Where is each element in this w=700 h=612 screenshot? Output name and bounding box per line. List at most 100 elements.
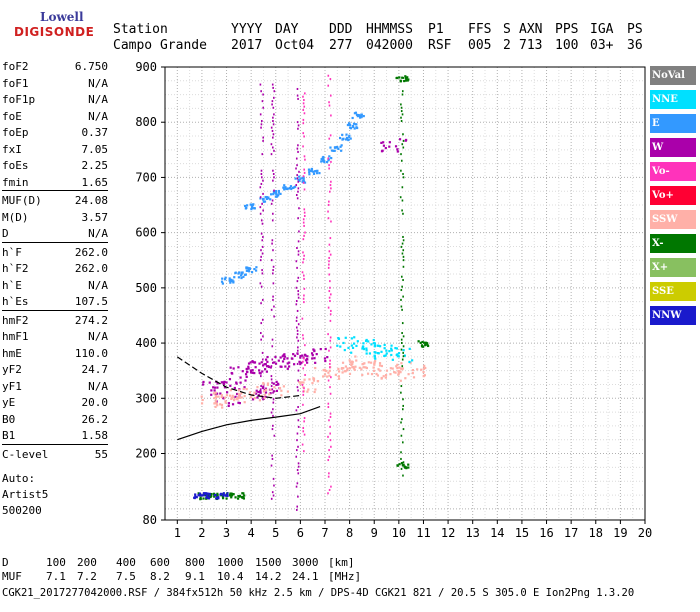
echo-point-ssw: [346, 367, 349, 370]
echo-point-ssw: [360, 368, 363, 371]
echo-point-w: [237, 401, 240, 404]
echo-point-ssw: [367, 361, 370, 364]
echo-streak: [330, 160, 332, 163]
header-row1-col-4: HHMMSS: [366, 22, 413, 37]
echo-streak: [259, 206, 262, 209]
echo-streak: [400, 159, 403, 162]
echo-streak: [270, 308, 273, 311]
echo-streak: [260, 375, 262, 378]
echo-streak: [329, 339, 332, 342]
param-value: 7.05: [81, 142, 109, 156]
param-name: MUF(D): [2, 194, 42, 207]
echo-streak: [328, 167, 330, 170]
echo-point-ssw: [337, 367, 340, 371]
echo-streak: [328, 164, 330, 167]
echo-point-ssw: [231, 394, 234, 397]
echo-streak: [402, 235, 404, 238]
echo-point-w: [299, 354, 302, 358]
echo-point-ssw: [256, 386, 259, 389]
x-tick-label: 16: [539, 526, 553, 540]
echo-point-ssw: [219, 403, 222, 406]
echo-streak: [296, 333, 299, 336]
echo-point-nne: [347, 346, 350, 350]
echo-point-nne: [402, 349, 405, 352]
echo-point-w: [272, 390, 276, 393]
echo-point-ssw: [280, 389, 283, 392]
echo-streak: [401, 209, 403, 212]
echo-point-w: [292, 353, 295, 356]
echo-point-nnw: [222, 492, 225, 495]
echo-streak: [304, 373, 306, 376]
echo-point-e: [283, 188, 286, 191]
param-name: fmin: [2, 175, 29, 189]
echo-point-e: [277, 194, 280, 197]
echo-point-ssw: [372, 369, 376, 372]
echo-point-x-: [420, 344, 424, 347]
echo-streak: [260, 90, 262, 93]
echo-streak: [330, 309, 332, 312]
echo-point-e: [345, 133, 348, 136]
logo-line1: Lowell: [40, 10, 84, 24]
echo-point-w: [230, 371, 233, 375]
echo-point-e: [352, 125, 355, 128]
echo-point-ssw: [224, 400, 227, 403]
echo-streak: [303, 171, 306, 174]
echo-point-ssw: [393, 371, 396, 374]
echo-streak: [402, 176, 405, 179]
echo-streak: [400, 457, 402, 460]
x-tick-label: 12: [441, 526, 455, 540]
echo-streak: [273, 90, 276, 93]
echo-point-e: [332, 149, 335, 152]
echo-point-ssw: [248, 391, 252, 394]
echo-point-x-: [417, 340, 420, 343]
echo-streak: [302, 251, 304, 254]
echo-streak: [261, 120, 263, 123]
echo-point-e: [251, 207, 254, 210]
echo-point-x-: [221, 495, 225, 498]
echo-streak: [296, 336, 298, 339]
echo-point-w: [388, 141, 391, 144]
echo-streak: [261, 222, 264, 225]
legend-item-w: W: [650, 138, 696, 157]
echo-point-w: [293, 354, 297, 357]
echo-point-w: [301, 354, 304, 357]
echo-streak: [273, 189, 275, 192]
echo-point-w: [275, 380, 278, 383]
echo-point-ssw: [362, 366, 365, 369]
echo-streak: [296, 94, 299, 97]
echo-point-nne: [383, 354, 386, 358]
param-name: hmF1: [2, 330, 29, 343]
echo-streak: [329, 293, 332, 296]
echo-point-w: [235, 382, 238, 385]
echo-streak: [295, 193, 298, 196]
echo-point-x-: [216, 494, 219, 498]
echo-point-w: [288, 365, 291, 368]
echo-streak: [301, 317, 304, 320]
echo-point-e: [242, 275, 245, 278]
echo-streak: [298, 230, 300, 233]
echo-point-nne: [353, 336, 356, 339]
param-value: 2.25: [81, 159, 109, 172]
echo-streak: [304, 344, 306, 347]
echo-point-e: [221, 282, 224, 285]
echo-point-ssw: [399, 379, 402, 382]
echo-streak: [302, 297, 305, 300]
echo-streak: [272, 123, 275, 126]
echo-streak: [301, 383, 304, 386]
echo-streak: [272, 86, 274, 89]
echo-point-nnw: [202, 494, 205, 497]
echo-streak: [302, 390, 305, 393]
echo-point-e: [339, 145, 342, 148]
echo-point-ssw: [323, 373, 327, 376]
param-name: yE: [2, 396, 16, 409]
echo-point-ssw: [379, 369, 382, 372]
echo-point-ssw: [326, 375, 329, 378]
x-tick-label: 5: [272, 526, 279, 540]
echo-point-ssw: [224, 401, 227, 404]
echo-point-e: [353, 112, 357, 115]
echo-point-e: [325, 160, 329, 164]
echo-point-w: [283, 355, 287, 358]
echo-streak: [272, 401, 275, 404]
echo-streak: [400, 338, 403, 341]
y-tick-label: 800: [135, 115, 157, 129]
